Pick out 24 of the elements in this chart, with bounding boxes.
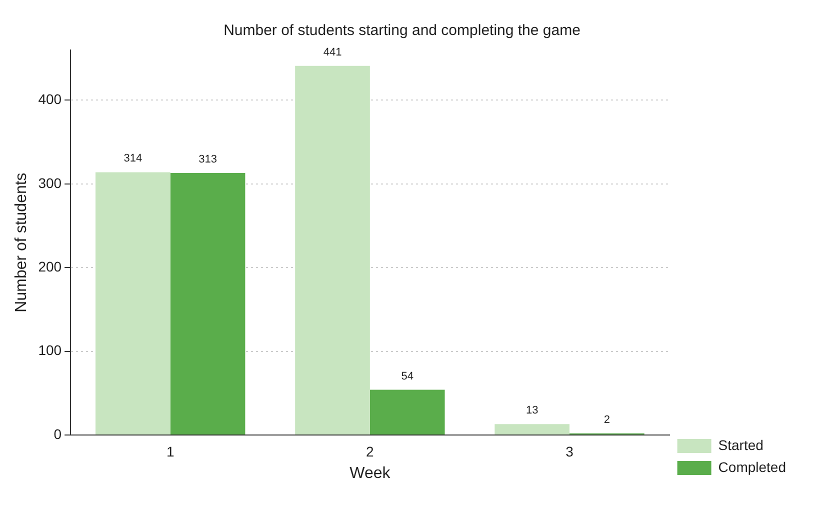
bar (295, 66, 370, 434)
bar (370, 390, 445, 434)
bar (96, 172, 170, 434)
data-label: 13 (526, 404, 538, 417)
data-label: 2 (604, 414, 610, 426)
y-tick-label: 100 (38, 342, 62, 358)
bar (170, 173, 246, 434)
chart-title: Number of students starting and completing the game (224, 22, 580, 40)
x-tick-label: 2 (366, 443, 374, 460)
data-label: 54 (401, 370, 414, 382)
y-axis-title: Number of students (13, 172, 30, 312)
x-tick-label: 1 (166, 443, 174, 460)
x-axis-title: Week (350, 464, 392, 482)
data-label: 313 (198, 154, 217, 166)
legend-label: Started (718, 436, 764, 453)
data-label: 441 (323, 46, 342, 58)
legend-label: Completed (718, 458, 786, 475)
y-tick-label: 0 (54, 426, 62, 442)
y-tick-label: 300 (38, 174, 62, 191)
y-tick-label: 400 (38, 91, 62, 108)
x-tick-label: 3 (566, 443, 574, 460)
data-label: 314 (124, 152, 142, 165)
y-tick-label: 200 (38, 258, 62, 274)
bar (494, 424, 570, 434)
